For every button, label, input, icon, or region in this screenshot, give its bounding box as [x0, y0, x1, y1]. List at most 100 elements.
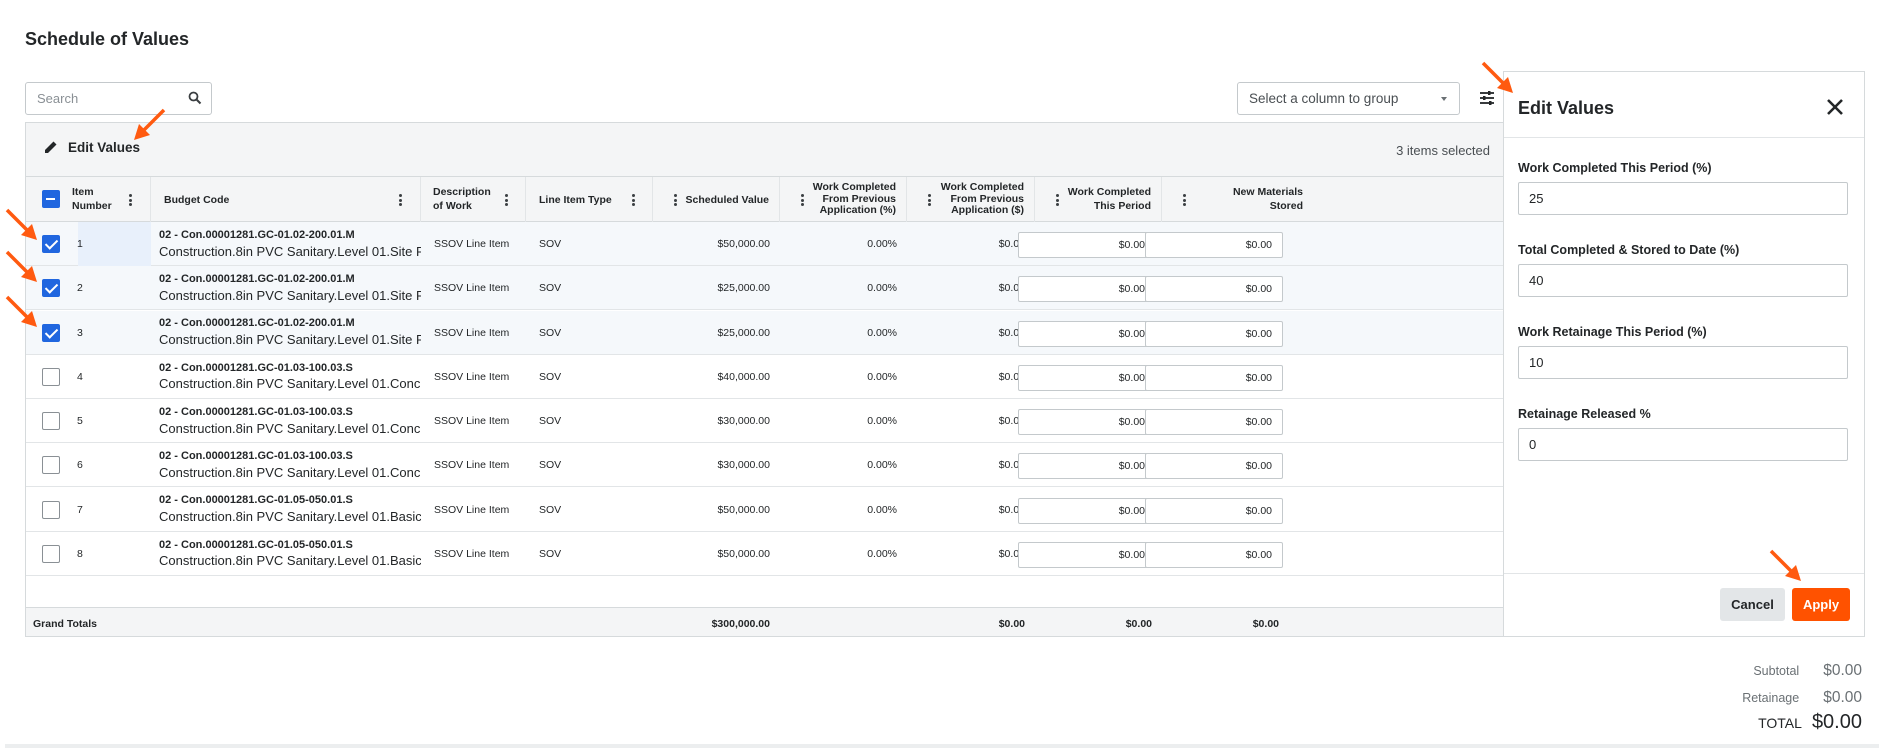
- field-label-total-completed: Total Completed & Stored to Date (%): [1518, 243, 1740, 257]
- scheduled-value: $30,000.00: [717, 415, 770, 427]
- field-label-work-retainage: Work Retainage This Period (%): [1518, 325, 1707, 339]
- work-completed-period-input[interactable]: [1518, 182, 1848, 215]
- table-row[interactable]: 6 02 - Con.00001281.GC-01.03-100.03.S Cons…: [26, 443, 1503, 488]
- line-item-type: SOV: [539, 326, 562, 339]
- item-number: 6: [77, 459, 83, 472]
- column-menu-icon[interactable]: [801, 194, 804, 206]
- budget-description: Construction.8in PVC Sanitary.Level 01.S…: [159, 287, 421, 303]
- select-all-checkbox[interactable]: [42, 190, 60, 208]
- new-materials-input[interactable]: $0.00: [1145, 409, 1283, 435]
- scheduled-value: $50,000.00: [717, 238, 770, 250]
- column-menu-icon[interactable]: [1056, 194, 1059, 206]
- header-description-label: Description of Work: [433, 186, 491, 212]
- total-new-materials: $0.00: [1252, 617, 1279, 630]
- row-checkbox[interactable]: [42, 500, 60, 519]
- header-work-prev-amt: Work Completed From Previous Application…: [907, 177, 1035, 222]
- column-menu-icon[interactable]: [129, 194, 132, 206]
- total-work-this-period: $0.00: [1125, 617, 1152, 630]
- item-number: 5: [77, 415, 83, 427]
- new-materials-input[interactable]: $0.00: [1145, 320, 1283, 347]
- work-prev-pct: 0.00%: [867, 282, 897, 295]
- column-menu-icon[interactable]: [399, 194, 402, 206]
- total-scheduled-value: $300,000.00: [711, 617, 770, 630]
- item-number-cell: 6: [26, 443, 151, 487]
- work-this-period-input[interactable]: $0.00: [1018, 453, 1156, 480]
- row-checkbox[interactable]: [42, 367, 60, 386]
- description-of-work: SSOV Line Item: [434, 326, 510, 339]
- work-this-period-input[interactable]: $0.00: [1018, 232, 1156, 258]
- new-materials-input[interactable]: $0.00: [1145, 232, 1283, 258]
- row-checkbox[interactable]: [42, 323, 60, 342]
- new-materials-input[interactable]: $0.00: [1145, 364, 1283, 391]
- work-this-period-input[interactable]: $0.00: [1018, 364, 1156, 391]
- scheduled-value: $30,000.00: [717, 459, 770, 472]
- budget-code-cell: 02 - Con.00001281.GC-01.03-100.03.S Const…: [159, 355, 421, 399]
- subtotal-row: Subtotal $0.00: [1753, 662, 1862, 680]
- new-materials-input[interactable]: $0.00: [1145, 541, 1283, 568]
- item-number: 8: [77, 547, 83, 560]
- column-menu-icon[interactable]: [632, 194, 635, 206]
- budget-code-cell: 02 - Con.00001281.GC-01.05-050.01.S Const…: [159, 488, 421, 532]
- work-this-period-input[interactable]: $0.00: [1018, 276, 1156, 303]
- work-prev-pct: 0.00%: [867, 326, 897, 339]
- column-menu-icon[interactable]: [928, 194, 931, 206]
- row-checkbox[interactable]: [42, 235, 60, 253]
- budget-code-cell: 02 - Con.00001281.GC-01.03-100.03.S Const…: [159, 399, 421, 443]
- table-row[interactable]: 1 02 - Con.00001281.GC-01.02-200.01.M Cons…: [26, 222, 1503, 266]
- budget-description: Construction.8in PVC Sanitary.Level 01.C…: [159, 464, 421, 480]
- selected-count: 3 items selected: [1396, 143, 1490, 158]
- column-menu-icon[interactable]: [1183, 194, 1186, 206]
- retainage-released-input[interactable]: [1518, 428, 1848, 461]
- line-item-type: SOV: [539, 415, 562, 427]
- table-row[interactable]: 7 02 - Con.00001281.GC-01.05-050.01.S Cons…: [26, 487, 1503, 532]
- header-work-this-period: Work Completed This Period: [1035, 177, 1162, 222]
- close-icon[interactable]: [1826, 98, 1844, 116]
- search-input[interactable]: [26, 83, 176, 114]
- budget-description: Construction.8in PVC Sanitary.Level 01.S…: [159, 243, 421, 259]
- row-checkbox[interactable]: [42, 456, 60, 475]
- table-row[interactable]: 4 02 - Con.00001281.GC-01.03-100.03.S Cons…: [26, 354, 1503, 399]
- apply-button[interactable]: Apply: [1792, 588, 1850, 621]
- item-number-cell: 2: [26, 266, 151, 310]
- line-item-type: SOV: [539, 459, 562, 472]
- item-number-cell: 1: [26, 222, 151, 266]
- new-materials-input[interactable]: $0.00: [1145, 453, 1283, 480]
- column-menu-icon[interactable]: [505, 194, 508, 206]
- work-this-period-input[interactable]: $0.00: [1018, 541, 1156, 568]
- work-this-period-input[interactable]: $0.00: [1018, 320, 1156, 347]
- line-item-type: SOV: [539, 547, 562, 560]
- subtotal-value: $0.00: [1823, 662, 1862, 679]
- sov-grid: Edit Values 3 items selected Item Number…: [25, 122, 1503, 637]
- header-new-materials-label: New Materials Stored: [1232, 186, 1303, 212]
- scheduled-value: $25,000.00: [717, 326, 770, 339]
- edit-values-button[interactable]: Edit Values: [43, 139, 140, 155]
- annotation-arrow-icon: [5, 208, 37, 240]
- scheduled-value: $25,000.00: [717, 282, 770, 295]
- new-materials-input[interactable]: $0.00: [1145, 276, 1283, 303]
- new-materials-input[interactable]: $0.00: [1145, 497, 1283, 524]
- work-this-period-input[interactable]: $0.00: [1018, 409, 1156, 435]
- column-settings-icon[interactable]: [1479, 90, 1495, 106]
- work-prev-pct: 0.00%: [867, 238, 897, 250]
- cancel-button[interactable]: Cancel: [1720, 588, 1785, 621]
- budget-code: 02 - Con.00001281.GC-01.05-050.01.S: [159, 494, 353, 507]
- table-row[interactable]: 3 02 - Con.00001281.GC-01.02-200.01.M Cons…: [26, 310, 1503, 355]
- search-icon[interactable]: [188, 91, 202, 105]
- work-retainage-input[interactable]: [1518, 346, 1848, 379]
- row-checkbox[interactable]: [42, 279, 60, 298]
- column-menu-icon[interactable]: [674, 194, 677, 206]
- group-by-select[interactable]: Select a column to group: [1237, 82, 1460, 115]
- work-this-period-input[interactable]: $0.00: [1018, 497, 1156, 524]
- table-row[interactable]: 2 02 - Con.00001281.GC-01.02-200.01.M Cons…: [26, 266, 1503, 311]
- row-checkbox[interactable]: [42, 544, 60, 563]
- budget-code: 02 - Con.00001281.GC-01.02-200.01.M: [159, 273, 355, 286]
- scheduled-value: $50,000.00: [717, 547, 770, 560]
- total-completed-input[interactable]: [1518, 264, 1848, 297]
- row-checkbox[interactable]: [42, 412, 60, 430]
- header-select-item: Item Number: [26, 177, 151, 222]
- panel-footer: Cancel Apply: [1504, 573, 1864, 636]
- table-row[interactable]: 8 02 - Con.00001281.GC-01.05-050.01.S Cons…: [26, 531, 1503, 576]
- table-row[interactable]: 5 02 - Con.00001281.GC-01.03-100.03.S Cons…: [26, 399, 1503, 443]
- edit-values-panel: Edit Values Work Completed This Period (…: [1503, 71, 1865, 637]
- header-line-item-type: Line Item Type: [526, 177, 653, 222]
